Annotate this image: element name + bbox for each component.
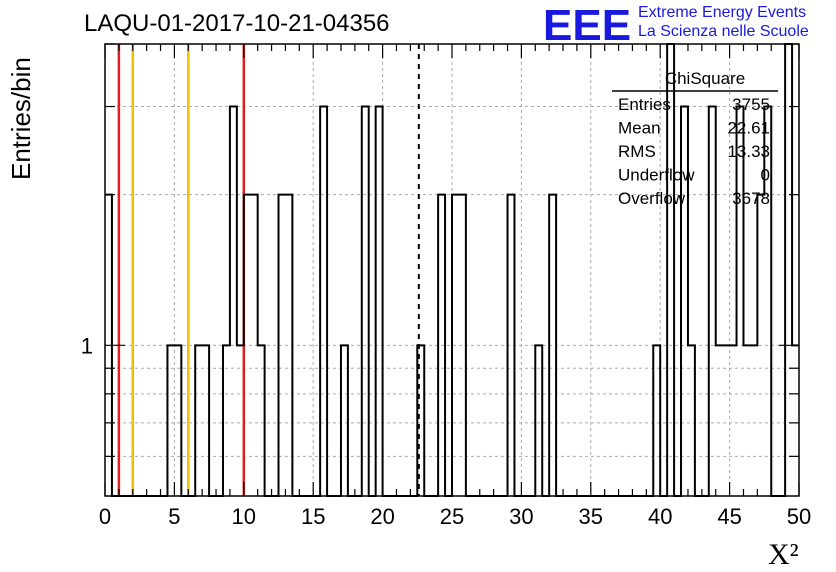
stats-row-label: Entries <box>618 95 671 114</box>
x-tick-label: 50 <box>787 504 811 529</box>
x-tick-label: 10 <box>232 504 256 529</box>
x-tick-label: 15 <box>301 504 325 529</box>
y-tick-label: 1 <box>81 333 93 358</box>
histogram-bin <box>709 107 716 496</box>
chart-title: LAQU-01-2017-10-21-04356 <box>84 10 390 37</box>
histogram-bin <box>320 107 327 496</box>
stats-row-value: 3755 <box>732 95 770 114</box>
stats-row-value: 13.33 <box>727 142 770 161</box>
x-tick-label: 5 <box>168 504 180 529</box>
stats-row-value: 22.61 <box>727 119 770 138</box>
stats-row-label: Underflow <box>618 166 695 185</box>
stats-row-value: 0 <box>761 166 770 185</box>
histogram-bin <box>362 107 369 496</box>
x-tick-label: 35 <box>579 504 603 529</box>
histogram-bin <box>785 44 792 496</box>
x-tick-label: 30 <box>509 504 533 529</box>
logo-mark: EEE <box>543 4 631 44</box>
stats-row-value: 3678 <box>732 189 770 208</box>
grid <box>105 44 799 496</box>
stats-row-label: RMS <box>618 142 656 161</box>
x-tick-label: 20 <box>370 504 394 529</box>
histogram-bin <box>737 107 744 496</box>
reference-lines <box>117 44 420 496</box>
axis-ticks <box>104 43 800 496</box>
stats-box: ChiSquare Entries 3755 Mean 22.61 RMS 13.33 Und… <box>612 69 778 208</box>
logo-text-line-2: La Scienza nelle Scuole <box>638 23 809 40</box>
logo-text-line-1: Extreme Energy Events <box>638 4 807 21</box>
stats-box-title: ChiSquare <box>665 69 745 88</box>
histogram-bin <box>376 107 383 496</box>
x-tick-label: 25 <box>440 504 464 529</box>
tick-labels: 0 5 10 15 20 25 30 35 40 45 50 1 <box>81 333 811 529</box>
x-axis-label: X² <box>768 538 799 571</box>
x-tick-label: 45 <box>717 504 741 529</box>
eee-logo: EEE <box>543 4 631 44</box>
histogram-bin <box>230 107 237 496</box>
x-tick-label: 0 <box>99 504 111 529</box>
stats-row-label: Overflow <box>618 189 686 208</box>
x-tick-label: 40 <box>648 504 672 529</box>
stats-row-label: Mean <box>618 119 661 138</box>
